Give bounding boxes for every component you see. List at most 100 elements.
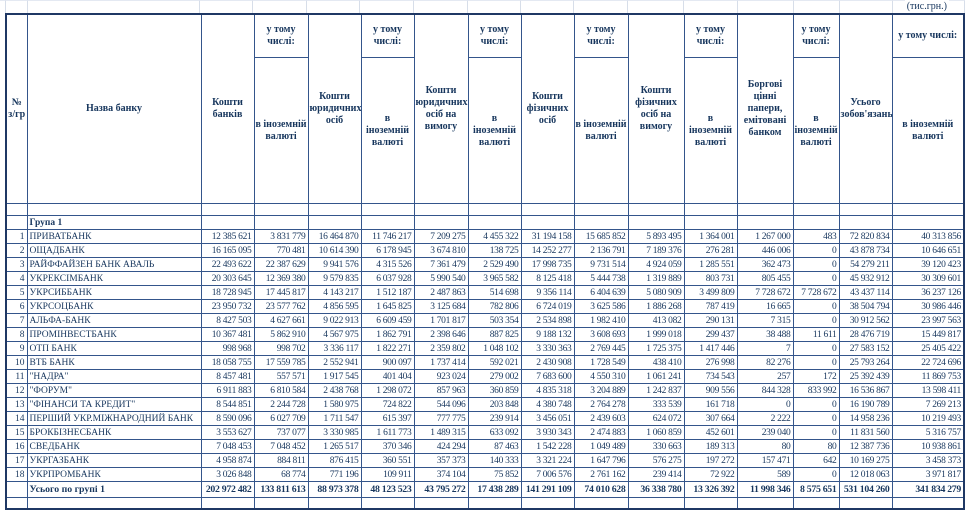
value-cell: 8 457 481 [200, 369, 255, 384]
row-number-cell: 16 [5, 439, 28, 454]
bank-row: 11 "НАДРА" 8 457 481 557 571 1 917 545 401 40… [5, 369, 965, 384]
value-cell: 1 917 545 [307, 369, 362, 384]
value-cell: 257 [736, 369, 794, 384]
value-cell: 17 445 817 [253, 285, 309, 300]
bank-name-cell: ОТП БАНК [26, 341, 202, 356]
value-cell: 887 825 [467, 327, 522, 342]
value-cell: 1 999 018 [627, 327, 685, 342]
bank-liabilities-table: № з/гр Назва банку Кошти банків у тому ч… [5, 13, 965, 510]
units-note: (тис.грн.) [904, 0, 949, 13]
row-number-cell: 11 [5, 369, 28, 384]
value-cell: 1 862 791 [360, 327, 415, 342]
grid-strip-cell [684, 0, 738, 13]
value-cell: 17 559 785 [253, 355, 309, 370]
value-cell [307, 215, 362, 230]
row-number-cell [5, 481, 28, 498]
value-cell: 30 309 601 [891, 271, 965, 286]
value-cell: 360 551 [360, 453, 415, 468]
value-cell: 1 645 825 [360, 299, 415, 314]
grid-strip-cell [467, 0, 521, 13]
value-cell: 3 458 373 [891, 453, 965, 468]
row-number-cell: 13 [5, 397, 28, 412]
value-cell: 4 856 595 [307, 299, 362, 314]
value-cell: 87 463 [467, 439, 522, 454]
empty-row [5, 497, 965, 510]
row-number-cell: 9 [5, 341, 28, 356]
value-cell: 12 018 063 [838, 467, 893, 482]
value-cell: 1 061 241 [627, 369, 685, 384]
value-cell [360, 497, 415, 510]
value-cell: 8 427 503 [200, 313, 255, 328]
value-cell: 0 [792, 425, 840, 440]
col-header-individuals-demand: Кошти фізичних осіб на вимогу [627, 13, 685, 204]
grid-strip-cell [793, 0, 840, 13]
value-cell: 2 359 802 [413, 341, 469, 356]
grid-strip-cell [574, 0, 629, 13]
bank-row: 1 ПРИВАТБАНК 12 385 621 3 831 779 16 464 870… [5, 229, 965, 244]
value-cell: 771 196 [307, 467, 362, 482]
value-cell: 1 701 817 [413, 313, 469, 328]
value-cell: 1 298 072 [360, 383, 415, 398]
value-cell: 4 958 874 [200, 453, 255, 468]
value-cell: 14 252 277 [520, 243, 575, 258]
bank-row: 10 ВТБ БАНК 18 058 755 17 559 785 2 552 941 9… [5, 355, 965, 370]
value-cell: 4 567 975 [307, 327, 362, 342]
value-cell [520, 497, 575, 510]
col-header-incl-4: у тому числі: [573, 13, 629, 58]
bank-name-cell: АЛЬФА-БАНК [26, 313, 202, 328]
value-cell [360, 215, 415, 230]
value-cell: 0 [792, 355, 840, 370]
value-cell: 1 542 228 [520, 439, 575, 454]
value-cell: 2 438 768 [307, 383, 362, 398]
value-cell: 2 534 898 [520, 313, 575, 328]
value-cell [891, 203, 965, 216]
value-cell: 5 990 540 [413, 271, 469, 286]
value-cell: 844 328 [736, 383, 794, 398]
value-cell: 2 529 490 [467, 257, 522, 272]
total-value-cell: 8 575 651 [792, 481, 840, 498]
value-cell: 54 279 211 [838, 257, 893, 272]
value-cell: 10 614 390 [307, 243, 362, 258]
total-value-cell: 133 811 613 [253, 481, 309, 498]
value-cell: 15 449 817 [891, 327, 965, 342]
total-value-cell: 88 973 378 [307, 481, 362, 498]
value-cell: 16 190 789 [838, 397, 893, 412]
value-cell [253, 215, 309, 230]
value-cell: 161 718 [683, 397, 738, 412]
value-cell: 16 665 [736, 299, 794, 314]
value-cell: 401 404 [360, 369, 415, 384]
value-cell: 3 930 343 [520, 425, 575, 440]
value-cell: 0 [736, 397, 794, 412]
row-number-cell [5, 203, 28, 216]
value-cell: 75 852 [467, 467, 522, 482]
value-cell: 189 313 [683, 439, 738, 454]
value-cell [683, 215, 738, 230]
col-header-incl-6: у тому числі: [792, 13, 840, 58]
value-cell: 446 006 [736, 243, 794, 258]
bank-row: 18 УКРПРОМБАНК 3 026 848 68 774 771 196 109 9… [5, 467, 965, 482]
value-cell: 10 219 493 [891, 411, 965, 426]
value-cell: 9 022 913 [307, 313, 362, 328]
value-cell: 13 598 411 [891, 383, 965, 398]
value-cell: 11 869 753 [891, 369, 965, 384]
value-cell: 576 275 [627, 453, 685, 468]
value-cell: 3 831 779 [253, 229, 309, 244]
value-cell: 7 [736, 341, 794, 356]
bank-name-cell: УКРСИББАНК [26, 285, 202, 300]
value-cell: 0 [792, 313, 840, 328]
col-header-legal-entities-demand: Кошти юридичних осіб на вимогу [413, 13, 469, 204]
value-cell: 299 437 [683, 327, 738, 342]
col-header-debt-securities: Боргові цінні папери, емітовані банком [736, 13, 794, 204]
row-number-cell: 15 [5, 425, 28, 440]
value-cell: 0 [792, 341, 840, 356]
col-header-fx-5: в іноземній валюті [683, 57, 738, 204]
value-cell: 2 222 [736, 411, 794, 426]
value-cell [838, 203, 893, 216]
value-cell: 290 131 [683, 313, 738, 328]
value-cell: 777 775 [413, 411, 469, 426]
total-row: Усього по групі 1 202 972 482 133 811 613 8… [5, 481, 965, 498]
value-cell [792, 497, 840, 510]
value-cell: 9 579 835 [307, 271, 362, 286]
value-cell: 1 364 001 [683, 229, 738, 244]
value-cell: 1 048 102 [467, 341, 522, 356]
